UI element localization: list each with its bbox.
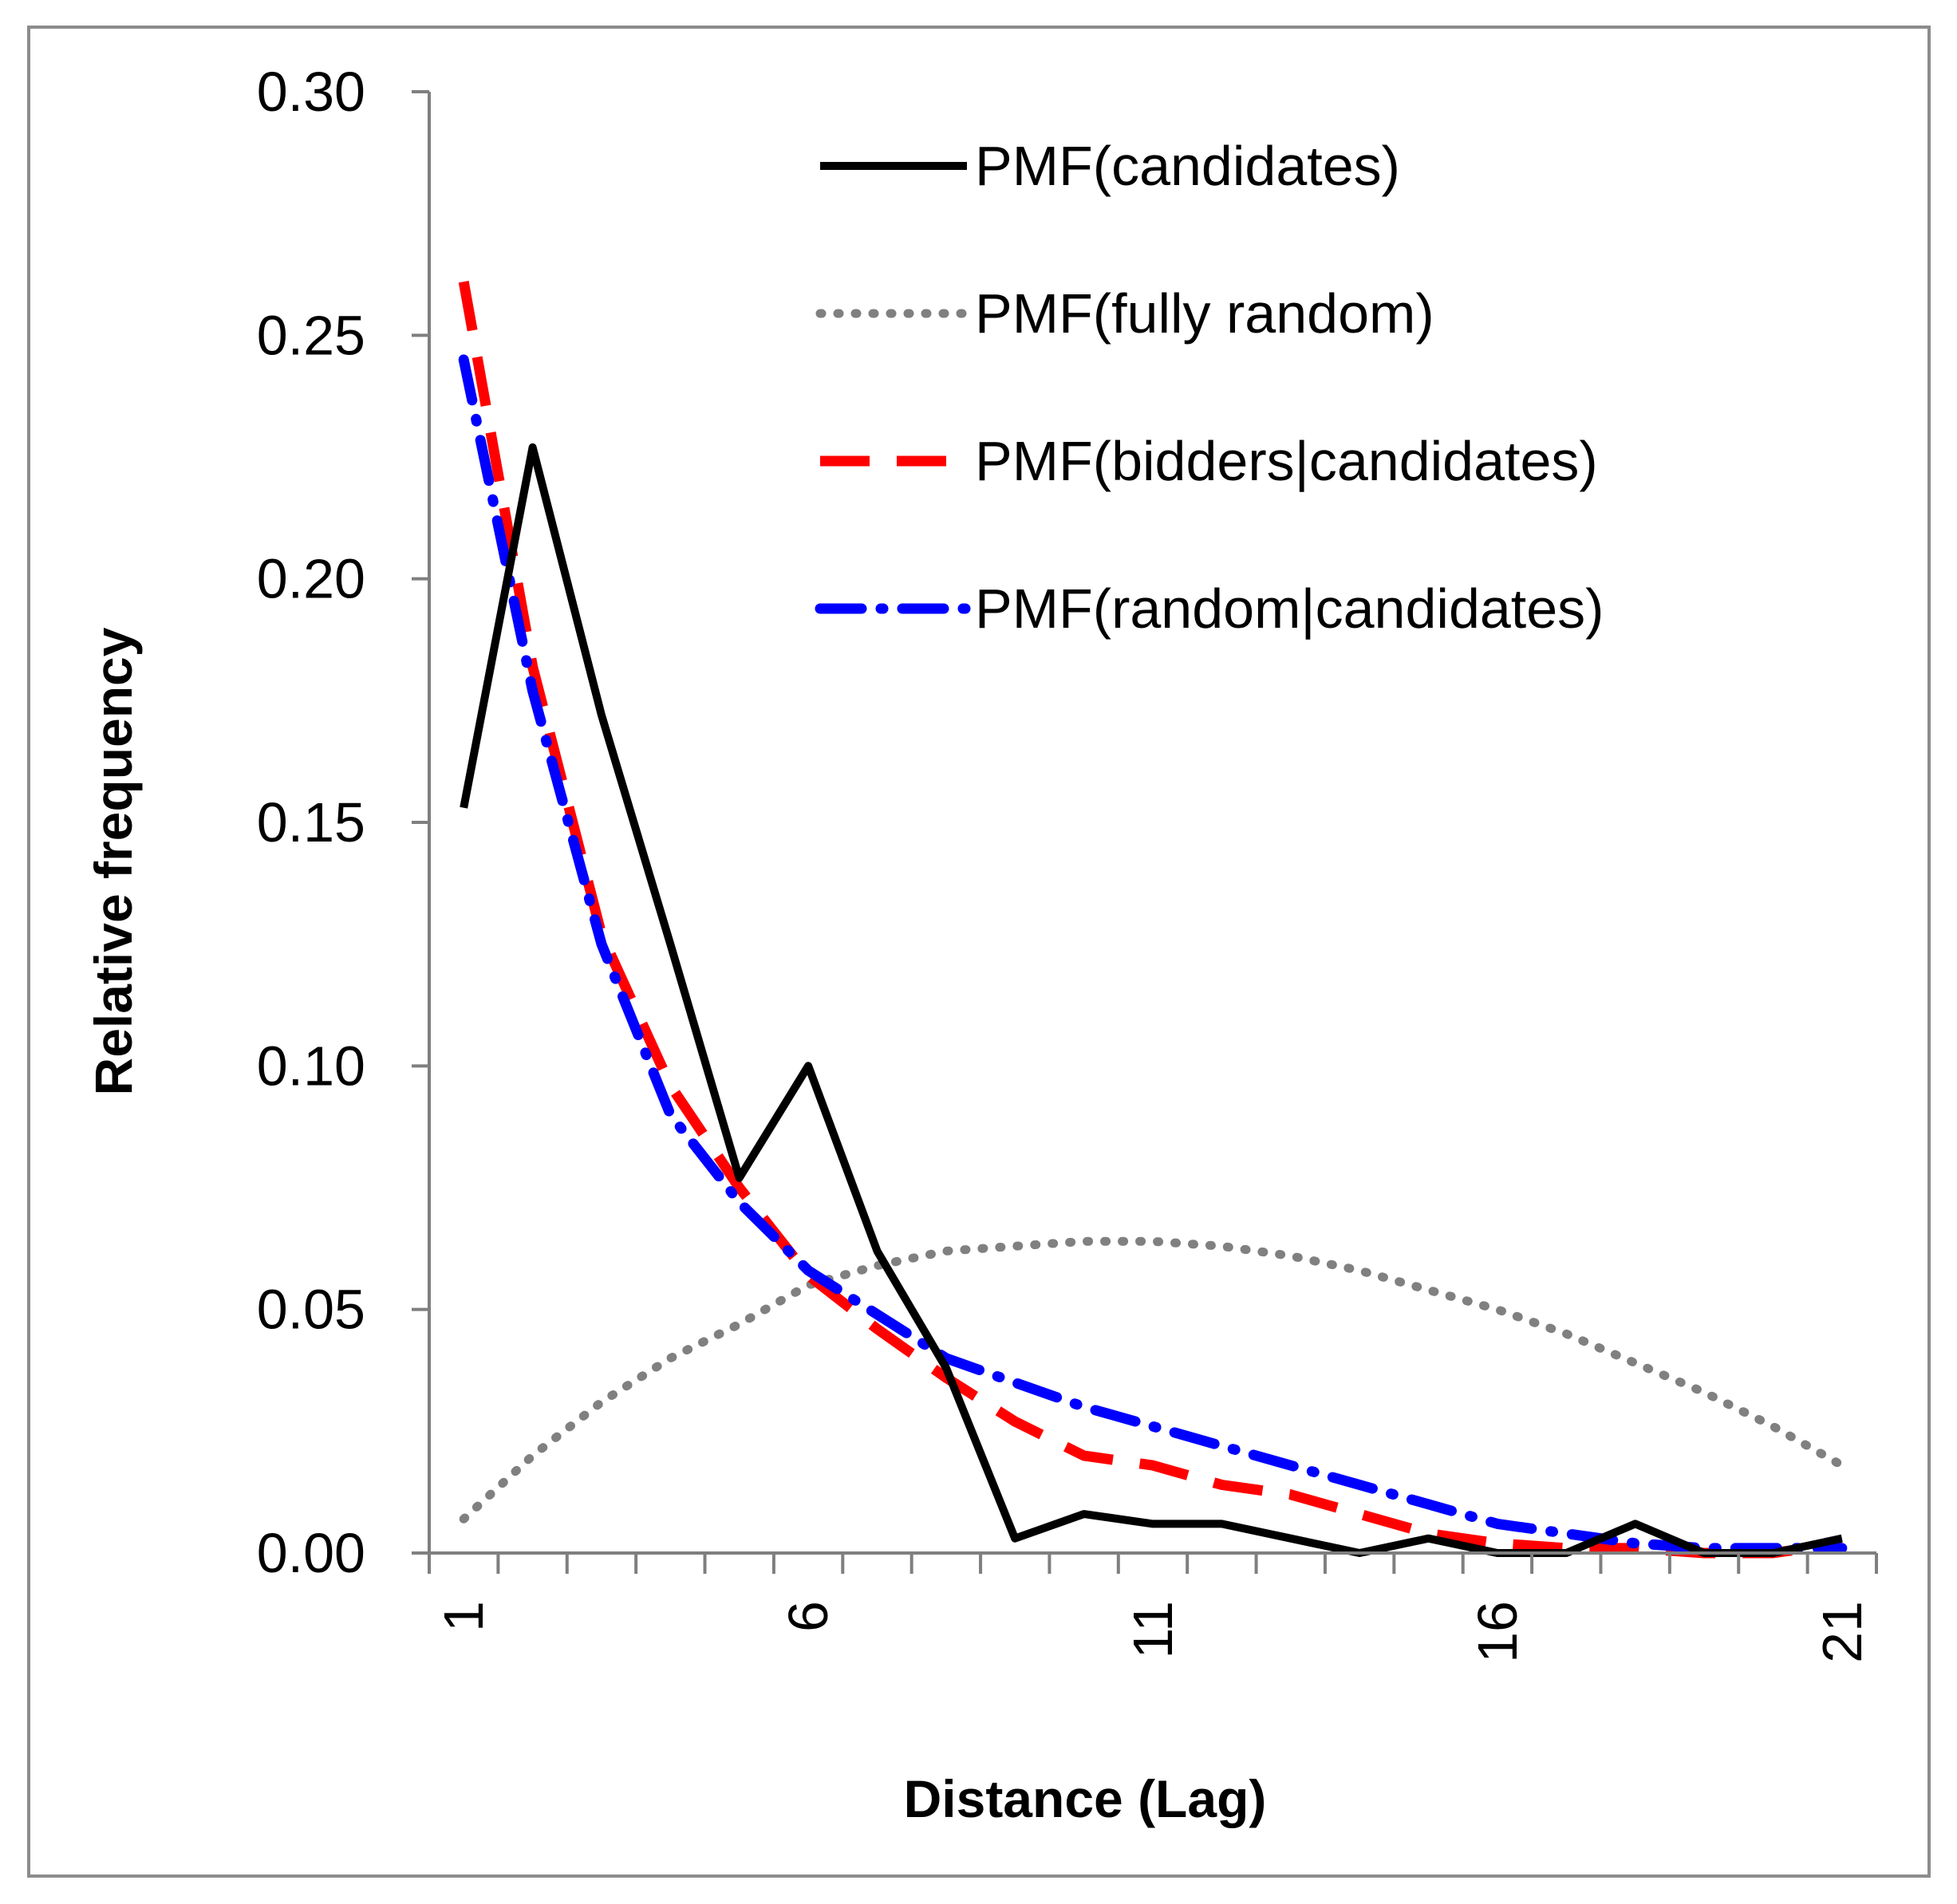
y-tick-label: 0.10 [257, 1035, 365, 1097]
series-line-2 [458, 281, 1843, 1559]
legend-label-1: PMF(fully random) [975, 282, 1434, 345]
series-line-3 [458, 354, 1848, 1554]
legend-label-0: PMF(candidates) [975, 135, 1400, 197]
legend: PMF(candidates) PMF(fully random) PMF(bidd… [815, 135, 1604, 640]
y-tick-label: 0.00 [257, 1522, 365, 1584]
y-tick-label: 0.30 [257, 61, 365, 123]
chart-frame [27, 26, 1931, 1878]
x-axis-title: Distance (Lag) [904, 1769, 1267, 1828]
y-axis-ticks: 0.00 0.05 0.10 0.15 0.20 0.25 0.30 [257, 61, 429, 1584]
y-axis-title: Relative frequency [84, 627, 143, 1095]
y-tick-label: 0.20 [257, 548, 365, 610]
series-line-1 [459, 1236, 1847, 1524]
plot-lines [458, 281, 1848, 1559]
x-tick-label: 11 [1122, 1601, 1184, 1659]
y-tick-label: 0.05 [257, 1279, 365, 1341]
legend-label-2: PMF(bidders|candidates) [975, 430, 1598, 492]
y-tick-label: 0.15 [257, 791, 365, 853]
series-line-0 [460, 443, 1843, 1557]
x-tick-label: 16 [1466, 1601, 1529, 1663]
x-tick-label: 6 [777, 1601, 839, 1632]
x-tick-label: 1 [432, 1601, 495, 1632]
legend-label-3: PMF(random|candidates) [975, 578, 1604, 640]
x-tick-label: 21 [1811, 1601, 1873, 1663]
y-tick-label: 0.25 [257, 304, 365, 366]
x-axis-ticks: 1 6 11 16 21 [428, 1553, 1878, 1663]
